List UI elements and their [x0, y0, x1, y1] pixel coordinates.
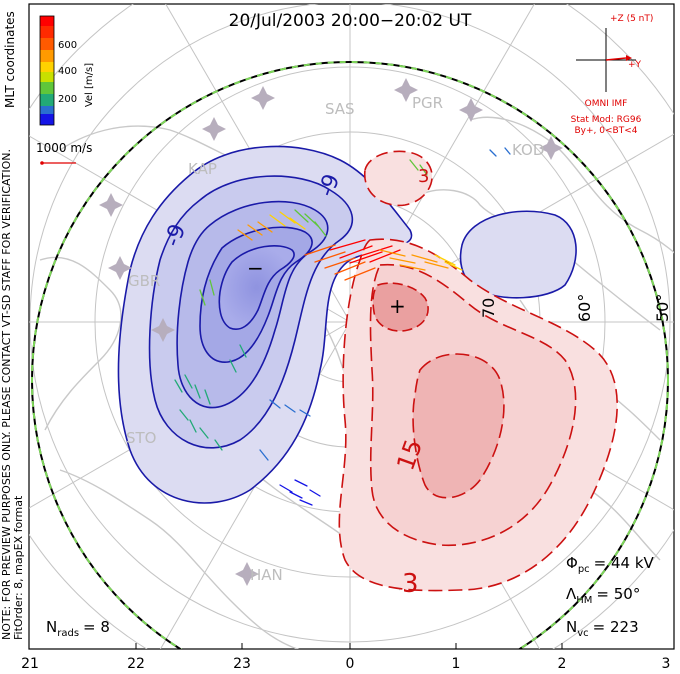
map-title: 20/Jul/2003 20:00−20:02 UT	[229, 11, 472, 31]
mlt-tick-marks	[135, 643, 563, 649]
imf-y-label: +Y	[628, 60, 642, 70]
contour-label-pos-3: 3	[402, 569, 419, 599]
velocity-vectors	[174, 147, 511, 506]
imf-model: Stat Mod: RG96	[571, 115, 642, 125]
reference-vector: 1000 m/s	[36, 141, 92, 165]
mlt-tick-23: 23	[233, 656, 251, 672]
stat-n-vc: Nvc = 223	[566, 618, 639, 639]
colorbar-tick-400: 400	[58, 66, 77, 77]
preview-note-line-1: NOTE: FOR PREVIEW PURPOSES ONLY. PLEASE …	[0, 149, 13, 640]
stat-lambda-hm: ΛHM = 50°	[566, 585, 640, 606]
lat-label-60: 60°	[575, 294, 594, 322]
mlt-tick-0: 0	[346, 656, 355, 672]
station-kod: KOD	[512, 141, 544, 159]
station-sas: SAS	[325, 100, 355, 118]
station-pgr: PGR	[412, 94, 443, 112]
colorbar-tick-200: 200	[58, 94, 77, 105]
small-positive-cell	[364, 150, 433, 207]
mlt-tick-22: 22	[127, 656, 145, 672]
station-markers	[99, 78, 563, 586]
negative-potential-cell	[117, 145, 577, 504]
contour-label-pos-1: 3	[418, 166, 429, 187]
colorbar-tick-600: 600	[58, 40, 77, 51]
imf-z-label: +Z (5 nT)	[610, 14, 653, 24]
station-kap: KAP	[188, 160, 217, 178]
mlt-tick-2: 2	[558, 656, 567, 672]
colorbar-label: Vel [m/s]	[84, 63, 95, 107]
station-han: HAN	[250, 566, 283, 584]
stat-phi-pc: Φpc = 44 kV	[566, 554, 655, 575]
velocity-colorbar: 600 400 200 Vel [m/s]	[39, 15, 95, 126]
preview-note: NOTE: FOR PREVIEW PURPOSES ONLY. PLEASE …	[0, 149, 25, 640]
positive-potential-cell	[338, 150, 618, 592]
station-labels: SAS PGR KOD KAP GBR STO HAN	[126, 94, 544, 584]
potential-max-marker: +	[389, 294, 406, 318]
coordinates-label: MLT coordinates	[3, 11, 17, 108]
lat-label-70: 70	[479, 298, 498, 318]
station-sto: STO	[126, 429, 157, 447]
imf-indicator: +Z (5 nT) +Y OMNI IMF Stat Mod: RG96 By+…	[571, 14, 654, 136]
stat-n-rads: Nrads = 8	[46, 618, 110, 639]
mlt-tick-1: 1	[452, 656, 461, 672]
mlt-tick-21: 21	[21, 656, 39, 672]
imf-condition: By+, 0<BT<4	[575, 126, 638, 136]
potential-min-marker: −	[247, 256, 264, 280]
imf-source: OMNI IMF	[585, 99, 628, 109]
statistics: Φpc = 44 kV ΛHM = 50° Nvc = 223 Nrads = 8	[46, 554, 655, 639]
station-gbr: GBR	[128, 272, 160, 290]
mlt-axis: 21 22 23 0 1 2 3	[21, 656, 670, 672]
mlt-tick-3: 3	[662, 656, 671, 672]
latitude-labels: 70 60° 50°	[479, 294, 672, 322]
preview-note-line-2: FitOrder: 8, mapEX format	[12, 495, 25, 640]
heppner-maynard-boundary	[31, 61, 669, 649]
reference-vector-label: 1000 m/s	[36, 141, 92, 155]
lat-label-50: 50°	[653, 294, 672, 322]
